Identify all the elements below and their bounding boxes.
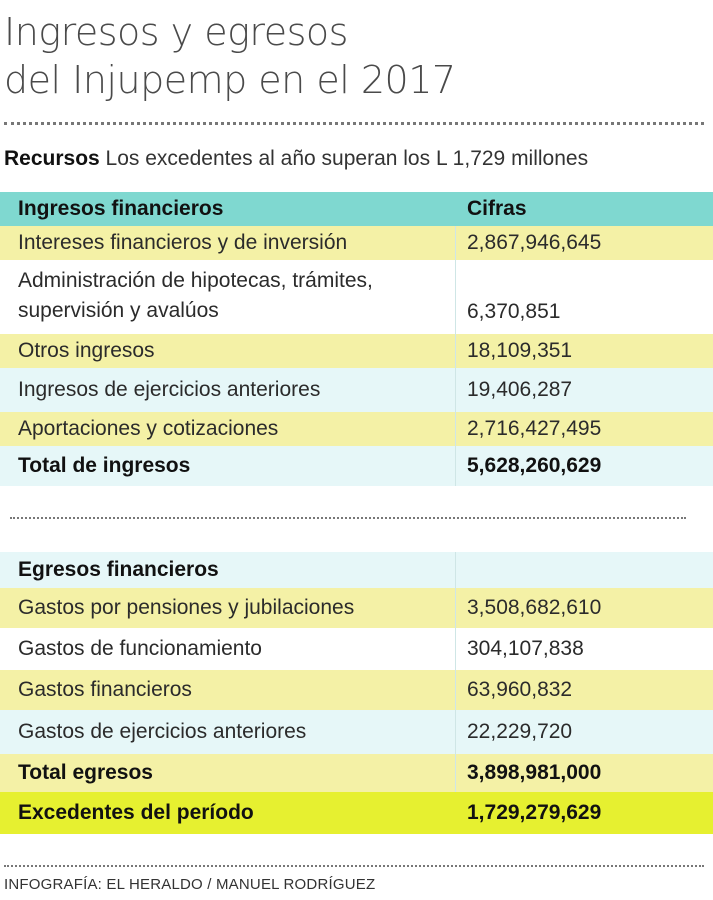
row-value: 18,109,351 <box>467 339 573 362</box>
title-line-2: del Injupemp en el 2017 <box>4 58 456 102</box>
row-label: Otros ingresos <box>18 339 155 362</box>
table-row: Gastos de funcionamiento 304,107,838 <box>0 628 713 670</box>
row-label: Aportaciones y cotizaciones <box>18 417 279 440</box>
row-label: Total de ingresos <box>18 454 191 477</box>
credit-line: INFOGRAFÍA: EL HERALDO / MANUEL RODRÍGUE… <box>4 876 376 893</box>
subtitle-lead: Recursos <box>4 147 100 170</box>
table-row: Intereses financieros y de inversión 2,8… <box>0 226 713 260</box>
row-label: Gastos de funcionamiento <box>18 637 262 660</box>
row-label: Gastos de ejercicios anteriores <box>18 720 307 743</box>
row-value: 2,867,946,645 <box>467 231 602 254</box>
table-row: Administración de hipotecas, trámites, s… <box>0 260 713 334</box>
row-label: Ingresos de ejercicios anteriores <box>18 378 321 401</box>
row-label: Administración de hipotecas, trámites, s… <box>18 269 373 322</box>
expense-table: Egresos financieros Gastos por pensiones… <box>0 552 713 834</box>
subtitle-text: Los excedentes al año superan los L 1,72… <box>99 147 589 170</box>
row-value: 22,229,720 <box>467 720 573 743</box>
expense-header-row: Egresos financieros <box>0 552 713 588</box>
row-label: Gastos por pensiones y jubilaciones <box>18 596 355 619</box>
row-value: 19,406,287 <box>467 378 573 401</box>
row-value: 3,898,981,000 <box>467 761 602 784</box>
row-value: 304,107,838 <box>467 637 584 660</box>
dotted-divider-middle <box>10 517 686 519</box>
table-row: Ingresos de ejercicios anteriores 19,406… <box>0 368 713 412</box>
row-value: 5,628,260,629 <box>467 454 602 477</box>
row-label: Total egresos <box>18 761 153 784</box>
subtitle: Recursos Los excedentes al año superan l… <box>4 146 704 172</box>
dotted-divider-bottom <box>4 865 704 867</box>
row-label: Gastos financieros <box>18 678 192 701</box>
table-row: Aportaciones y cotizaciones 2,716,427,49… <box>0 412 713 446</box>
table-row: Otros ingresos 18,109,351 <box>0 334 713 368</box>
income-header-label: Ingresos financieros <box>18 197 224 220</box>
table-row: Gastos financieros 63,960,832 <box>0 670 713 710</box>
income-header-row: Ingresos financieros Cifras <box>0 192 713 226</box>
surplus-value: 1,729,279,629 <box>467 801 602 824</box>
title-line-1: Ingresos y egresos <box>4 10 348 54</box>
surplus-row: Excedentes del período 1,729,279,629 <box>0 792 713 834</box>
expense-header-label: Egresos financieros <box>18 558 219 581</box>
income-header-value: Cifras <box>467 197 527 220</box>
page-title: Ingresos y egresos del Injupemp en el 20… <box>4 8 704 104</box>
surplus-label: Excedentes del período <box>18 801 254 824</box>
row-label: Intereses financieros y de inversión <box>18 231 348 254</box>
dotted-divider-top <box>4 122 704 125</box>
table-row: Gastos por pensiones y jubilaciones 3,50… <box>0 588 713 628</box>
expense-total-row: Total egresos 3,898,981,000 <box>0 754 713 792</box>
income-total-row: Total de ingresos 5,628,260,629 <box>0 446 713 486</box>
row-value: 63,960,832 <box>467 678 573 701</box>
row-value: 2,716,427,495 <box>467 417 602 440</box>
income-table: Ingresos financieros Cifras Intereses fi… <box>0 192 713 486</box>
row-value: 6,370,851 <box>467 300 561 323</box>
table-row: Gastos de ejercicios anteriores 22,229,7… <box>0 710 713 754</box>
row-value: 3,508,682,610 <box>467 596 602 619</box>
